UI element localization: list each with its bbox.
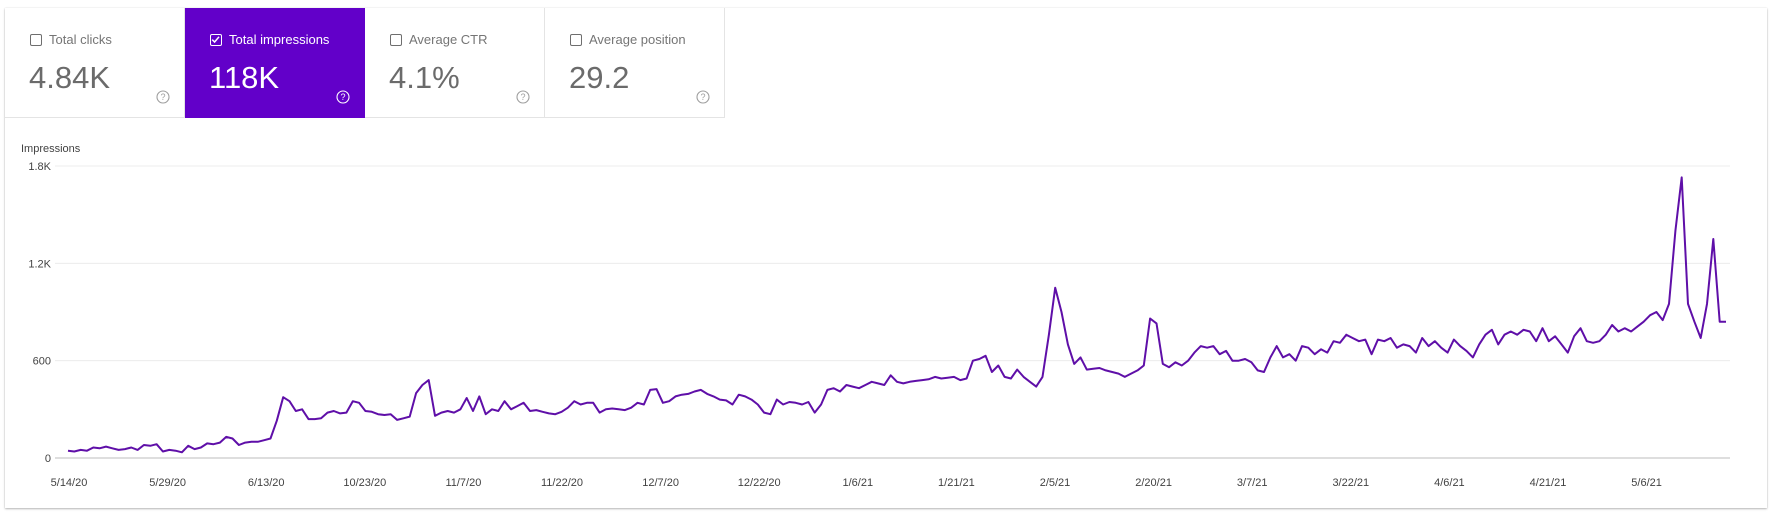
metric-value: 29.2 [569, 60, 630, 95]
metric-label: Total clicks [49, 32, 112, 47]
series-line-impressions [67, 176, 1726, 454]
x-tick-label: 12/7/20 [642, 477, 679, 489]
help-circle-icon[interactable]: ? [516, 90, 530, 104]
x-tick-label: 3/7/21 [1237, 477, 1268, 489]
help-circle-icon[interactable]: ? [156, 90, 170, 104]
checkbox-unchecked-icon[interactable] [30, 34, 42, 46]
x-tick-label: 5/14/20 [51, 477, 88, 489]
x-tick-label: 3/22/21 [1332, 477, 1369, 489]
x-tick-label: 6/13/20 [248, 477, 285, 489]
performance-card: Total clicks 4.84K ? Total impressions 1… [5, 8, 1767, 508]
checkbox-checked-icon[interactable] [210, 34, 222, 46]
metric-label: Average CTR [409, 32, 488, 47]
metric-label: Total impressions [229, 32, 330, 47]
x-tick-label: 2/5/21 [1040, 477, 1071, 489]
svg-text:?: ? [340, 92, 345, 102]
svg-text:?: ? [520, 92, 525, 102]
y-tick-label: 600 [33, 356, 51, 368]
y-axis-title: Impressions [21, 143, 81, 155]
svg-text:?: ? [160, 92, 165, 102]
x-tick-label: 2/20/21 [1135, 477, 1172, 489]
metric-total-impressions[interactable]: Total impressions 118K ? [185, 8, 365, 118]
y-tick-label: 1.2K [28, 258, 51, 270]
metric-total-clicks[interactable]: Total clicks 4.84K ? [5, 8, 185, 118]
x-tick-label: 10/23/20 [343, 477, 386, 489]
help-circle-icon[interactable]: ? [336, 90, 350, 104]
metric-value: 118K [209, 60, 280, 95]
metric-value: 4.1% [389, 60, 460, 95]
metric-label: Average position [589, 32, 686, 47]
y-tick-label: 1.8K [28, 161, 51, 173]
help-circle-icon[interactable]: ? [696, 90, 710, 104]
metric-value: 4.84K [29, 60, 111, 95]
svg-text:?: ? [700, 92, 705, 102]
x-tick-label: 11/7/20 [445, 477, 481, 489]
x-tick-label: 4/6/21 [1434, 477, 1465, 489]
x-tick-label: 11/22/20 [541, 477, 583, 489]
x-tick-label: 1/21/21 [938, 477, 975, 489]
x-tick-label: 4/21/21 [1530, 477, 1567, 489]
checkbox-unchecked-icon[interactable] [570, 34, 582, 46]
impressions-line-chart: Impressions 0 600 1.2K 1.8K 5/14/20 5/29/20 6/… [21, 143, 1730, 489]
metric-average-ctr[interactable]: Average CTR 4.1% ? [365, 8, 545, 118]
metric-average-position[interactable]: Average position 29.2 ? [545, 8, 725, 118]
metric-tabs: Total clicks 4.84K ? Total impressions 1… [5, 8, 725, 118]
x-tick-label: 12/22/20 [738, 477, 781, 489]
checkbox-unchecked-icon[interactable] [390, 34, 402, 46]
y-tick-label: 0 [45, 453, 51, 465]
x-tick-label: 1/6/21 [843, 477, 874, 489]
x-tick-label: 5/6/21 [1631, 477, 1662, 489]
x-tick-label: 5/29/20 [149, 477, 186, 489]
